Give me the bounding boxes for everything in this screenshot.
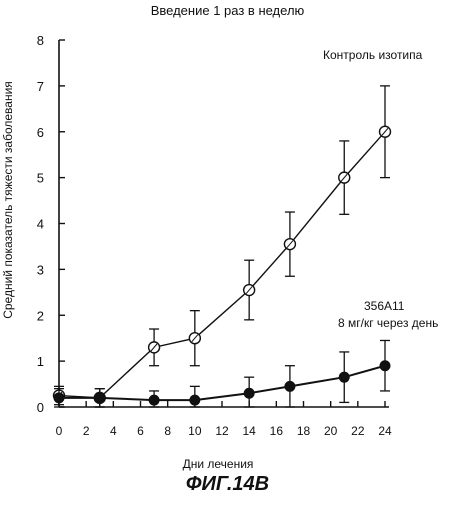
x-tick-label: 22 xyxy=(351,424,365,438)
x-tick-label: 8 xyxy=(164,424,171,438)
data-point-treated xyxy=(94,392,106,404)
data-point-slash xyxy=(340,173,348,182)
x-tick-label: 2 xyxy=(83,424,90,438)
x-tick-label: 14 xyxy=(242,424,256,438)
x-tick-label: 16 xyxy=(270,424,284,438)
y-axis-label: Средний показатель тяжести заболевания xyxy=(1,81,15,319)
data-point-treated xyxy=(338,371,350,383)
y-tick-label: 7 xyxy=(37,79,44,94)
data-point-treated xyxy=(189,394,201,406)
data-point-treated xyxy=(284,380,296,392)
series-line-1 xyxy=(58,131,386,399)
x-tick-label: 20 xyxy=(324,424,338,438)
data-point-slash xyxy=(191,334,199,343)
x-tick-label: 4 xyxy=(110,424,117,438)
data-point-treated xyxy=(243,387,255,399)
chart-title: Введение 1 раз в неделю xyxy=(150,3,305,18)
legend-treated-label: 356А11 xyxy=(364,299,405,313)
x-tick-label: 10 xyxy=(188,424,202,438)
y-tick-label: 1 xyxy=(37,354,44,369)
data-point-slash xyxy=(245,286,253,294)
y-tick-label: 3 xyxy=(37,262,44,277)
x-tick-label: 6 xyxy=(137,424,144,438)
data-point-slash xyxy=(150,343,158,352)
x-tick-label: 18 xyxy=(297,424,311,438)
x-tick-label: 24 xyxy=(378,424,392,438)
y-tick-label: 8 xyxy=(37,33,44,48)
y-tick-label: 0 xyxy=(37,400,44,415)
data-point-treated xyxy=(53,392,65,404)
data-point-treated xyxy=(148,394,160,406)
y-tick-label: 5 xyxy=(37,171,44,186)
x-axis-label: Дни лечения xyxy=(183,457,254,471)
series-line-2 xyxy=(59,364,386,402)
legend-treated-dose-label: 8 мг/кг через день xyxy=(338,316,438,330)
data-point-treated xyxy=(379,360,391,372)
x-tick-label: 12 xyxy=(215,424,229,438)
data-point-slash xyxy=(381,127,389,136)
figure-label: ФИГ.14В xyxy=(185,473,270,495)
y-tick-label: 2 xyxy=(37,308,44,323)
x-tick-label: 0 xyxy=(56,424,63,438)
data-point-slash xyxy=(286,240,294,248)
legend-control-label: Контроль изотипа xyxy=(323,48,423,62)
y-tick-label: 4 xyxy=(37,217,44,232)
y-tick-label: 6 xyxy=(37,125,44,140)
